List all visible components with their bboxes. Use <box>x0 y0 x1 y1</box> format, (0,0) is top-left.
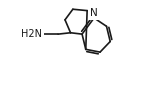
Text: N: N <box>90 8 98 18</box>
Text: H2N: H2N <box>21 29 42 39</box>
